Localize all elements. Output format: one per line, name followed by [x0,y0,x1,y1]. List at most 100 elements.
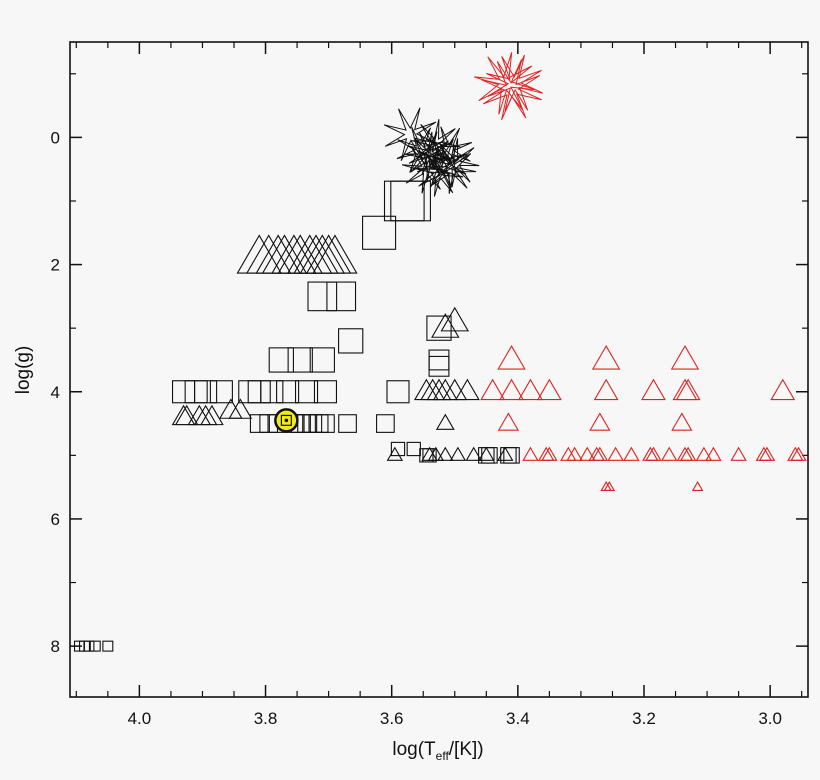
square-point [303,414,323,433]
triangle-point [499,378,524,401]
triangle-point [449,446,467,461]
triangle-point [593,378,619,401]
triangle-point [435,413,455,430]
triangle-point [641,378,666,401]
square-point [376,414,395,433]
triangle-point [427,446,445,461]
square-point [83,640,95,652]
triangle-point [440,306,470,332]
square-point [209,380,233,404]
triangle-point [675,378,701,401]
triangle-point [695,446,713,461]
triangle-point [171,404,196,426]
triangle-point [672,378,698,401]
triangle-point [465,446,482,461]
triangle-point [670,344,700,370]
square-point [260,380,284,404]
square-point [249,414,269,433]
plot-area [69,41,809,698]
square-point [326,281,357,312]
sun-highlight-dot [284,418,289,423]
square-point [309,414,329,433]
square-point [338,328,364,354]
star-point [486,54,544,112]
square-point [287,347,313,373]
square-point [294,380,319,404]
sun-highlight-square [280,414,292,426]
triangle-point [478,446,495,461]
x-tick-label: 3.0 [758,709,782,728]
triangle-point [200,404,224,426]
y-tick-label: 0 [51,128,60,147]
triangle-point [591,446,609,461]
star-point [383,107,438,162]
triangle-point [299,234,346,274]
triangle-point [691,480,704,491]
square-point [313,380,338,404]
square-point [428,349,450,371]
triangle-point [386,446,404,461]
square-point [428,355,450,377]
triangle-point [245,234,292,274]
x-tick-label: 3.4 [506,709,530,728]
x-axis-label: log(Teff/[K]) [392,739,483,763]
triangle-point [442,378,468,401]
triangle-point [228,398,253,419]
star-point [407,131,452,176]
y-tick-label: 4 [51,383,60,402]
square-point [338,414,357,433]
triangle-point [790,446,807,461]
square-point [238,380,262,404]
square-point [362,215,397,250]
triangle-point [437,446,454,461]
square-point [426,315,452,341]
x-tick-label: 4.0 [128,709,152,728]
square-point [316,414,335,433]
triangle-point [661,446,678,461]
triangle-point [770,378,796,401]
triangle-point [431,313,460,338]
triangle-point [705,446,722,461]
square-point [102,640,114,652]
plot-frame [69,41,809,698]
triangle-point [603,480,616,491]
triangle-point [536,378,562,401]
square-point [276,380,300,404]
triangle-point [174,404,199,426]
triangle-point [518,378,543,401]
square-point [309,347,335,373]
square-point [194,380,218,404]
square-point [390,441,406,457]
square-point [307,281,338,312]
square-point [268,347,294,373]
triangle-point [679,446,697,461]
x-tick-label: 3.2 [632,709,656,728]
triangle-point [758,446,776,461]
triangle-point [730,446,747,461]
triangle-point [480,378,506,401]
triangle-point [623,446,640,461]
y-axis: 0 2 4 6 8 [51,73,808,656]
triangle-point [607,446,624,461]
y-axis-label: log(g) [13,346,34,395]
triangle-point [579,446,596,461]
triangle-point [671,412,693,431]
x-tick-label: 3.6 [380,709,404,728]
square-point [297,414,316,433]
square-point [386,380,410,404]
x-axis: 4.0 3.8 3.6 3.4 3.2 3.0 [75,42,803,728]
square-point [503,447,520,464]
triangle-point [312,234,358,274]
triangle-point [589,412,611,431]
triangle-point [497,344,526,370]
triangle-point [541,446,558,461]
triangle-point [277,234,323,274]
triangle-point [271,234,317,274]
triangle-point [497,446,514,461]
triangle-point [454,378,480,401]
y-tick-label: 6 [51,510,60,529]
square-point [89,640,101,652]
data-marks [73,52,807,652]
star-point [426,144,477,194]
